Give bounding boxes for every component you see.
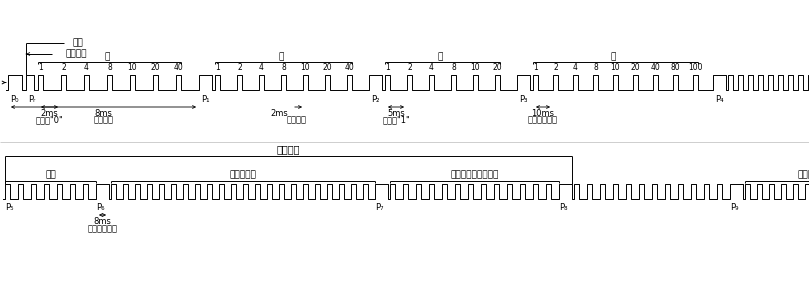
Text: 2: 2 bbox=[407, 63, 412, 73]
Text: 100: 100 bbox=[688, 63, 703, 73]
Text: 4: 4 bbox=[573, 63, 578, 73]
Text: 10ms: 10ms bbox=[532, 108, 554, 117]
Text: 10: 10 bbox=[128, 63, 138, 73]
Text: 准时: 准时 bbox=[73, 38, 83, 48]
Text: Pᵣ: Pᵣ bbox=[28, 94, 36, 104]
Text: 参考码元: 参考码元 bbox=[94, 115, 113, 125]
Text: 4: 4 bbox=[84, 63, 89, 73]
Text: 秒: 秒 bbox=[104, 53, 110, 61]
Text: 控制功能: 控制功能 bbox=[277, 144, 300, 154]
Text: 20: 20 bbox=[323, 63, 332, 73]
Text: 位置识别标志: 位置识别标志 bbox=[87, 224, 117, 234]
Text: 二进制"1": 二进制"1" bbox=[382, 115, 410, 125]
Text: 20: 20 bbox=[631, 63, 640, 73]
Text: 索引计数间隔: 索引计数间隔 bbox=[528, 115, 558, 125]
Text: 特标控制码元（主）: 特标控制码元（主） bbox=[451, 170, 498, 179]
Text: P₅: P₅ bbox=[5, 203, 14, 212]
Text: 20: 20 bbox=[493, 63, 502, 73]
Text: 特标控制码元（分）: 特标控制码元（分） bbox=[798, 170, 809, 179]
Text: 1: 1 bbox=[38, 63, 43, 73]
Text: 1: 1 bbox=[533, 63, 538, 73]
Text: 40: 40 bbox=[650, 63, 660, 73]
Text: 2: 2 bbox=[553, 63, 558, 73]
Text: 站址: 站址 bbox=[45, 170, 56, 179]
Text: P₄: P₄ bbox=[715, 94, 723, 104]
Text: 天: 天 bbox=[610, 53, 616, 61]
Text: 索引标志: 索引标志 bbox=[287, 115, 307, 125]
Text: 参考标志: 参考标志 bbox=[66, 49, 87, 59]
Text: 时: 时 bbox=[438, 53, 443, 61]
Text: 5ms: 5ms bbox=[388, 108, 404, 117]
Text: 4: 4 bbox=[259, 63, 264, 73]
Text: 20: 20 bbox=[150, 63, 160, 73]
Text: P₇: P₇ bbox=[375, 203, 383, 212]
Text: 时延信息位: 时延信息位 bbox=[230, 170, 256, 179]
Text: 10: 10 bbox=[471, 63, 481, 73]
Text: 2ms: 2ms bbox=[270, 108, 288, 117]
Text: P₃: P₃ bbox=[519, 94, 527, 104]
Text: 8: 8 bbox=[451, 63, 456, 73]
Text: 8: 8 bbox=[593, 63, 598, 73]
Text: 1: 1 bbox=[385, 63, 390, 73]
Text: 2: 2 bbox=[237, 63, 242, 73]
Text: 80: 80 bbox=[671, 63, 680, 73]
Text: 2ms: 2ms bbox=[40, 108, 58, 117]
Text: P₈: P₈ bbox=[559, 203, 567, 212]
Text: P₆: P₆ bbox=[96, 203, 104, 212]
Text: 4: 4 bbox=[429, 63, 434, 73]
Text: 8: 8 bbox=[107, 63, 112, 73]
Text: 40: 40 bbox=[174, 63, 184, 73]
Text: P₀: P₀ bbox=[10, 94, 19, 104]
Text: 分: 分 bbox=[278, 53, 284, 61]
Text: P₁: P₁ bbox=[201, 94, 210, 104]
Text: 8ms: 8ms bbox=[95, 108, 112, 117]
Text: 40: 40 bbox=[345, 63, 354, 73]
Text: 10: 10 bbox=[611, 63, 621, 73]
Text: 10: 10 bbox=[301, 63, 311, 73]
Text: 8: 8 bbox=[281, 63, 286, 73]
Text: 8ms: 8ms bbox=[94, 218, 112, 226]
Text: 1: 1 bbox=[215, 63, 220, 73]
Text: P₉: P₉ bbox=[730, 203, 739, 212]
Text: 二进制"0": 二进制"0" bbox=[36, 115, 63, 125]
Text: 2: 2 bbox=[61, 63, 66, 73]
Text: P₂: P₂ bbox=[371, 94, 379, 104]
